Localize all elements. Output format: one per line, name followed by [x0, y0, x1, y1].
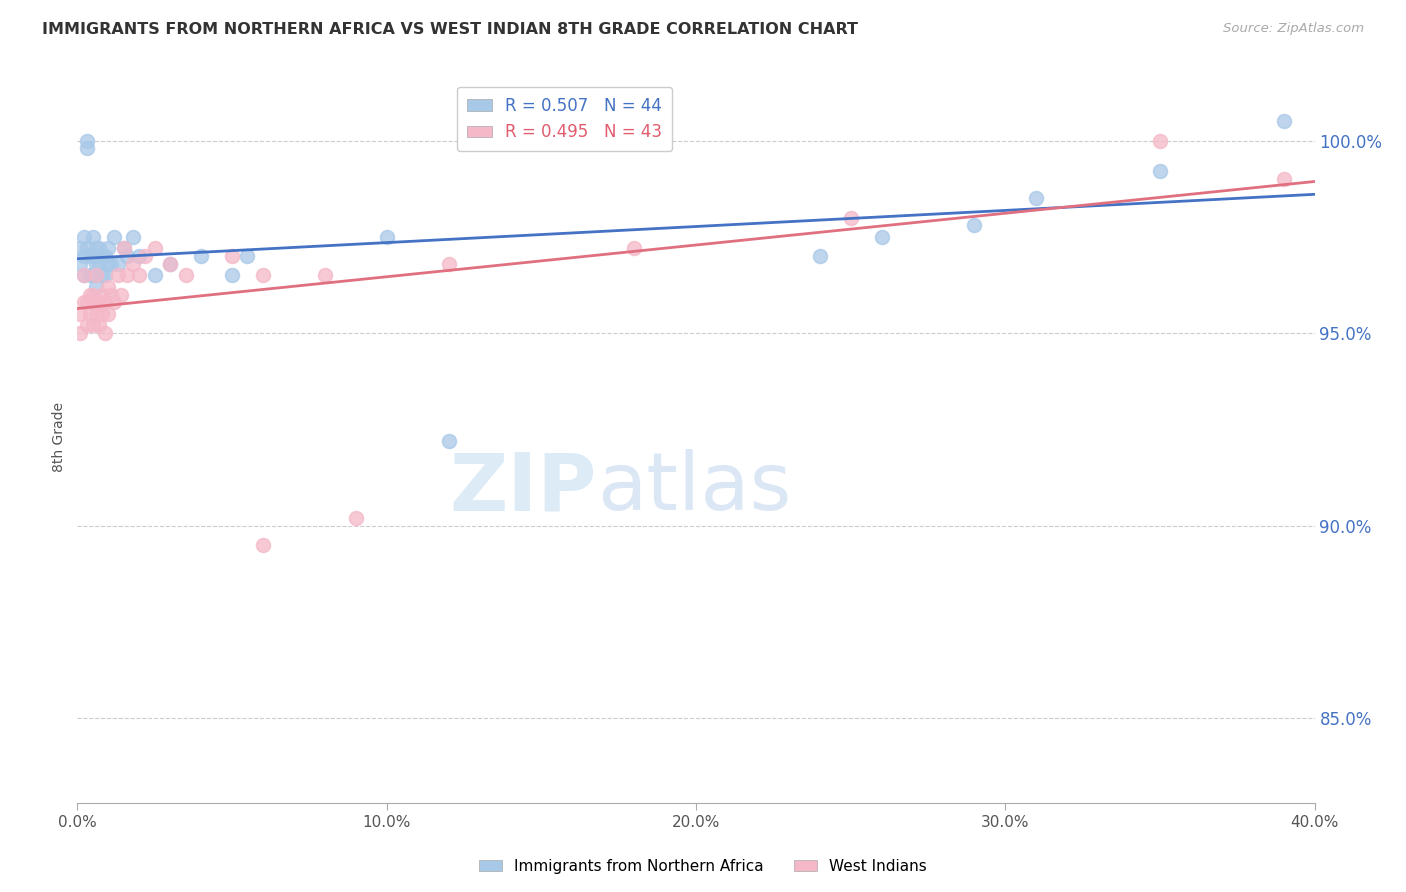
Point — [128, 249, 150, 263]
Point — [112, 242, 135, 256]
Point — [76, 141, 98, 155]
Point — [97, 257, 120, 271]
Point — [87, 295, 110, 310]
Point — [103, 230, 125, 244]
Point — [112, 242, 135, 256]
Point — [1149, 164, 1171, 178]
Point — [87, 242, 110, 256]
Point — [107, 268, 129, 283]
Point — [91, 249, 114, 263]
Point — [76, 134, 98, 148]
Point — [72, 230, 94, 244]
Point — [87, 257, 110, 271]
Point — [375, 230, 398, 244]
Point — [839, 211, 862, 225]
Point — [87, 318, 110, 333]
Point — [97, 242, 120, 256]
Point — [221, 249, 243, 263]
Point — [100, 287, 122, 301]
Point — [174, 268, 197, 283]
Point — [143, 242, 166, 256]
Point — [82, 268, 104, 283]
Point — [82, 230, 104, 244]
Point — [69, 326, 91, 340]
Point — [72, 249, 94, 263]
Point — [82, 318, 104, 333]
Point — [82, 295, 104, 310]
Point — [69, 257, 91, 271]
Point — [97, 280, 120, 294]
Point — [79, 268, 101, 283]
Text: Source: ZipAtlas.com: Source: ZipAtlas.com — [1223, 22, 1364, 36]
Point — [82, 249, 104, 263]
Point — [103, 295, 125, 310]
Point — [107, 257, 129, 271]
Point — [1149, 134, 1171, 148]
Point — [314, 268, 336, 283]
Point — [84, 257, 107, 271]
Point — [94, 326, 117, 340]
Point — [84, 307, 107, 321]
Point — [84, 268, 107, 283]
Point — [97, 307, 120, 321]
Point — [623, 242, 645, 256]
Point — [100, 257, 122, 271]
Point — [1272, 114, 1295, 128]
Text: atlas: atlas — [598, 450, 792, 527]
Point — [115, 249, 138, 263]
Point — [110, 287, 132, 301]
Point — [963, 219, 986, 233]
Point — [808, 249, 831, 263]
Point — [91, 268, 114, 283]
Point — [76, 318, 98, 333]
Point — [159, 257, 181, 271]
Point — [79, 307, 101, 321]
Point — [221, 268, 243, 283]
Text: IMMIGRANTS FROM NORTHERN AFRICA VS WEST INDIAN 8TH GRADE CORRELATION CHART: IMMIGRANTS FROM NORTHERN AFRICA VS WEST … — [42, 22, 858, 37]
Point — [252, 268, 274, 283]
Point — [159, 257, 181, 271]
Point — [69, 307, 91, 321]
Point — [72, 268, 94, 283]
Point — [69, 242, 91, 256]
Point — [91, 307, 114, 321]
Point — [134, 249, 156, 263]
Point — [82, 287, 104, 301]
Text: ZIP: ZIP — [450, 450, 598, 527]
Point — [252, 538, 274, 552]
Point — [122, 257, 145, 271]
Point — [79, 249, 101, 263]
Point — [76, 295, 98, 310]
Point — [94, 268, 117, 283]
Point — [72, 268, 94, 283]
Point — [76, 242, 98, 256]
Point — [122, 230, 145, 244]
Point — [91, 287, 114, 301]
Y-axis label: 8th Grade: 8th Grade — [52, 402, 66, 472]
Point — [344, 511, 367, 525]
Point — [1025, 191, 1047, 205]
Point — [870, 230, 893, 244]
Point — [236, 249, 259, 263]
Point — [437, 434, 460, 448]
Point — [437, 257, 460, 271]
Point — [128, 268, 150, 283]
Point — [79, 287, 101, 301]
Point — [84, 242, 107, 256]
Point — [94, 249, 117, 263]
Point — [84, 280, 107, 294]
Point — [115, 268, 138, 283]
Point — [190, 249, 212, 263]
Point — [72, 295, 94, 310]
Point — [94, 295, 117, 310]
Legend: R = 0.507   N = 44, R = 0.495   N = 43: R = 0.507 N = 44, R = 0.495 N = 43 — [457, 87, 672, 152]
Point — [1272, 172, 1295, 186]
Legend: Immigrants from Northern Africa, West Indians: Immigrants from Northern Africa, West In… — [472, 853, 934, 880]
Point — [143, 268, 166, 283]
